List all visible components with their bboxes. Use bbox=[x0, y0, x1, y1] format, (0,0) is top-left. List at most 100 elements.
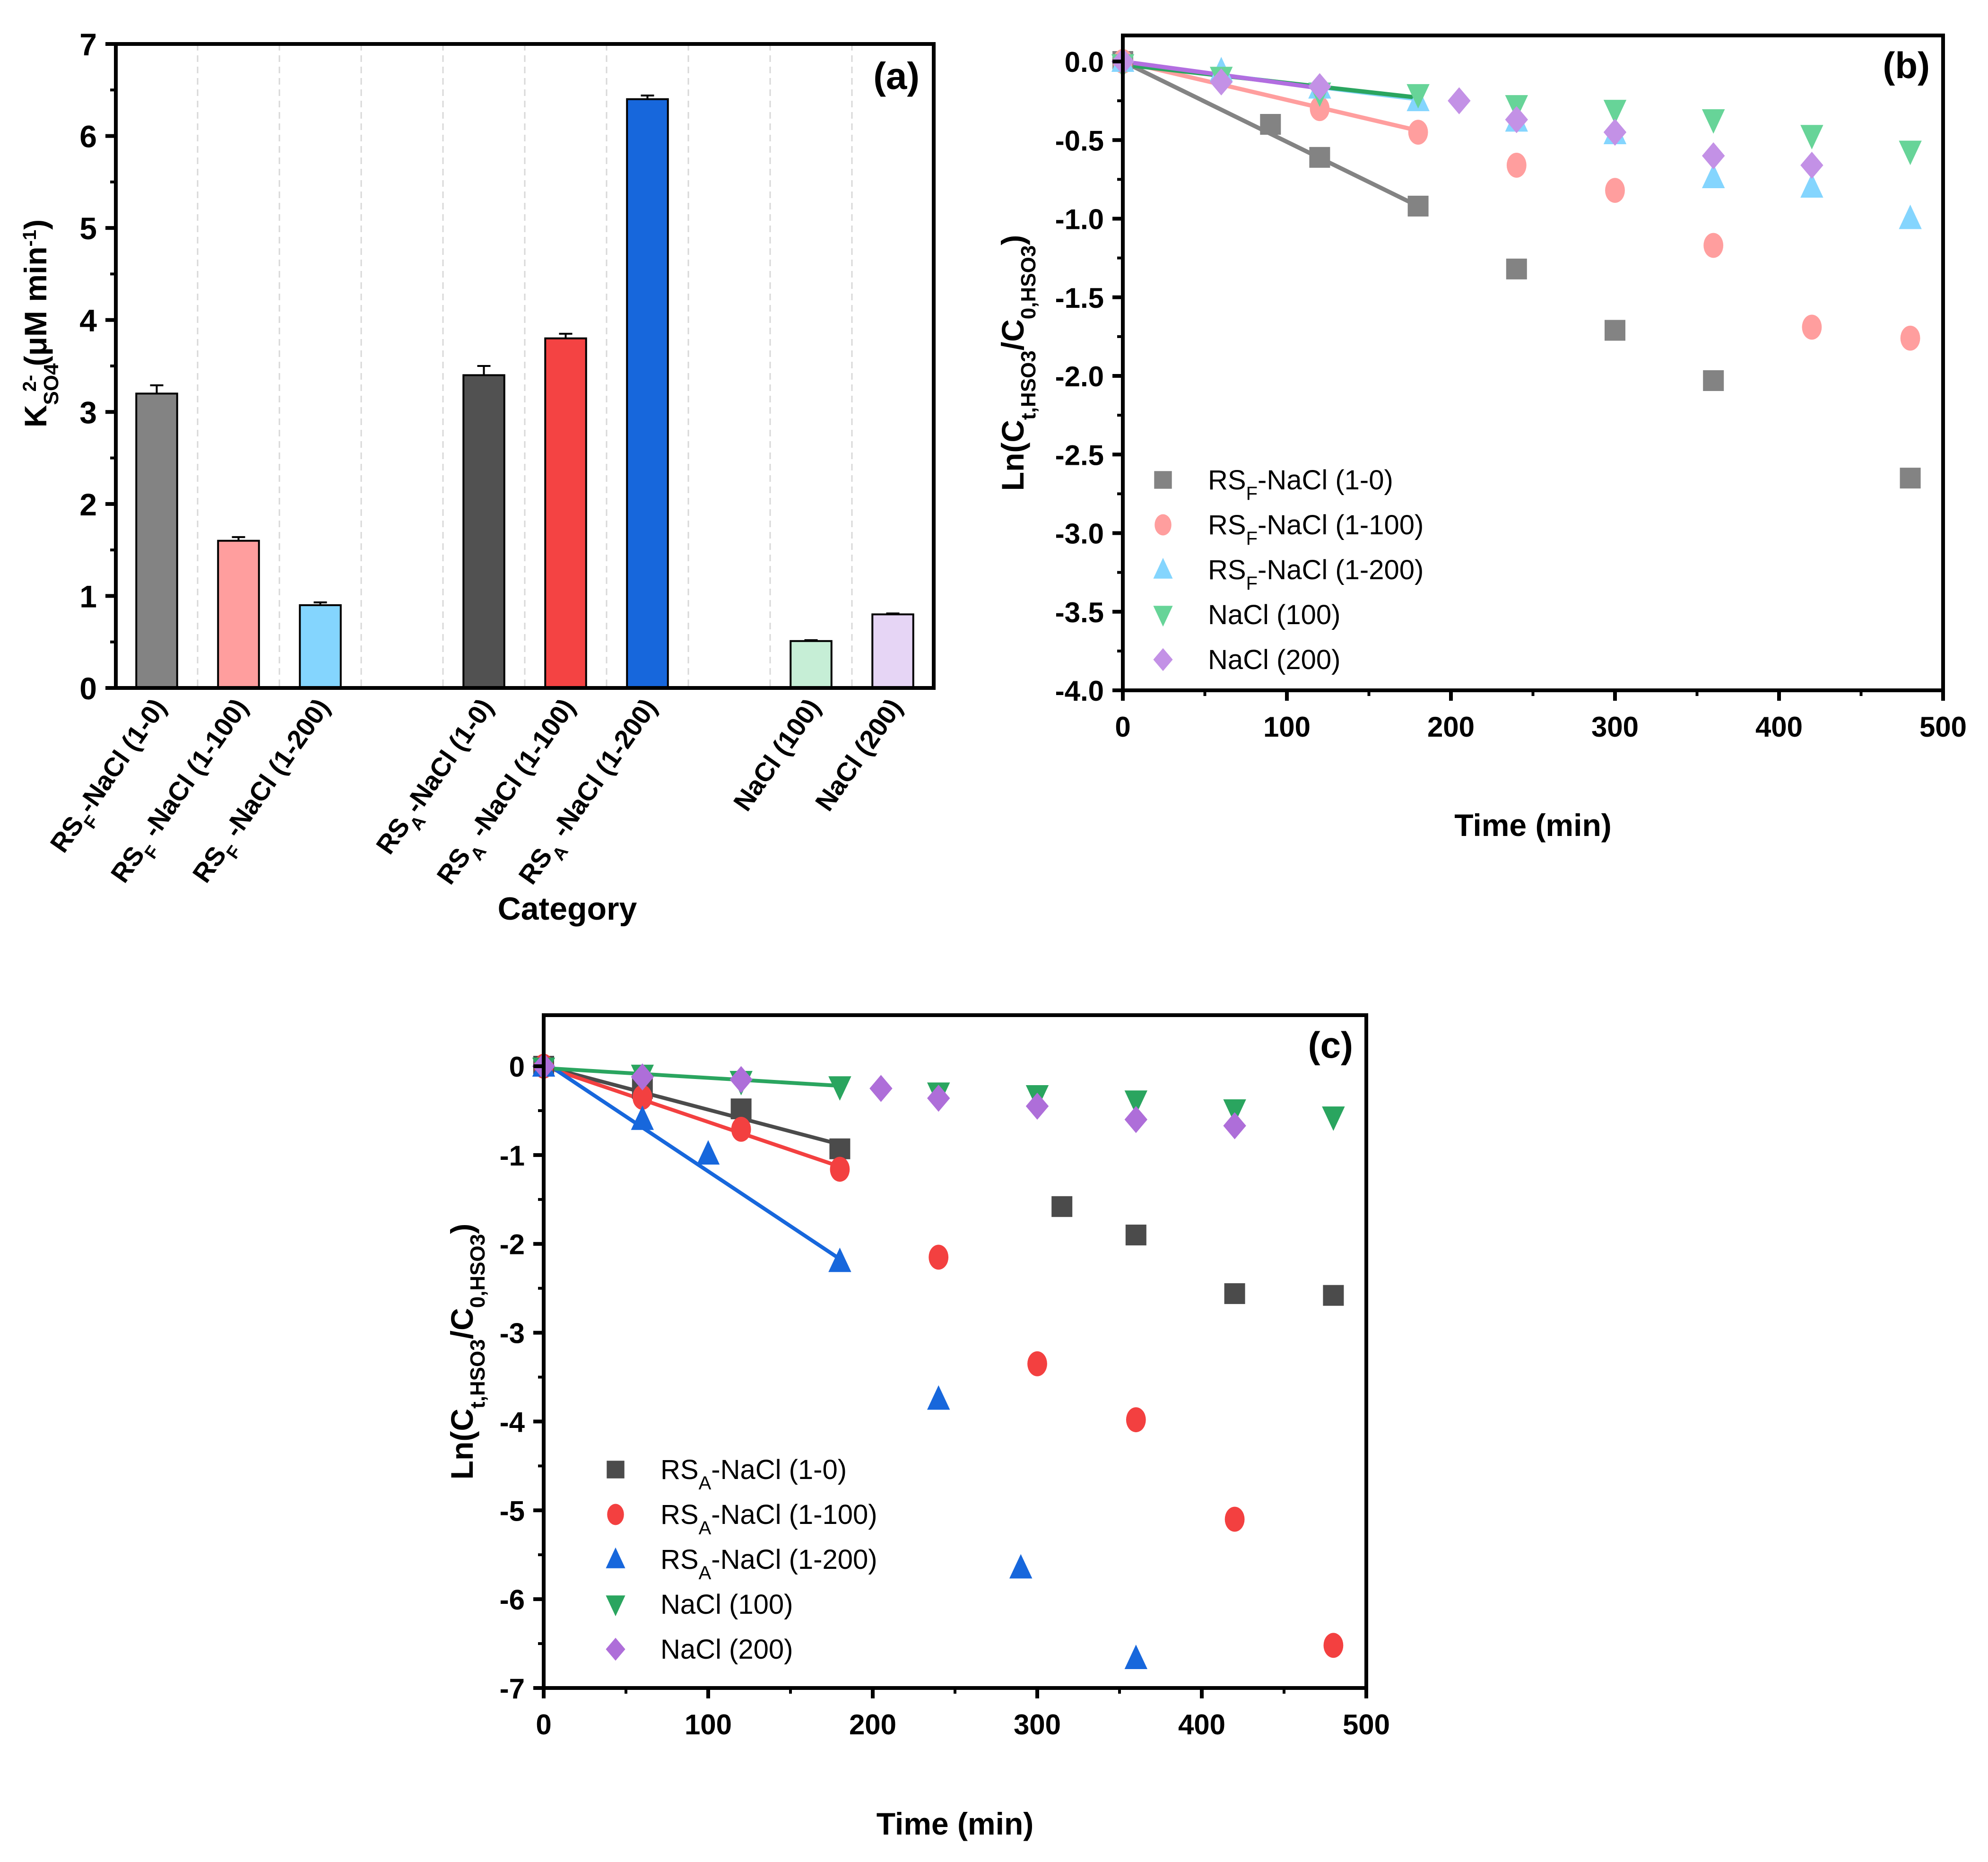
data-point bbox=[1124, 1106, 1147, 1133]
x-tick-label: 300 bbox=[1014, 1709, 1061, 1740]
legend-label: NaCl (100) bbox=[660, 1589, 793, 1620]
y-tick-label: 4 bbox=[79, 303, 97, 338]
legend-label: RSF-NaCl (1-200) bbox=[1208, 555, 1424, 594]
data-point bbox=[1124, 1090, 1147, 1115]
y-axis-title: Ln(Ct,HSO3/C0,HSO3) bbox=[444, 1224, 489, 1479]
data-point bbox=[927, 1385, 950, 1410]
y-tick-label: -2.5 bbox=[1055, 439, 1104, 471]
legend-label: NaCl (200) bbox=[660, 1634, 793, 1665]
data-point bbox=[1603, 100, 1627, 124]
fit-line bbox=[542, 1064, 842, 1147]
legend-label: RSA-NaCl (1-200) bbox=[660, 1544, 877, 1584]
y-tick-label: 0 bbox=[509, 1051, 525, 1083]
data-point bbox=[1322, 1106, 1345, 1131]
legend-label: RSF-NaCl (1-100) bbox=[1208, 510, 1424, 549]
data-point bbox=[730, 1098, 752, 1120]
legend-marker bbox=[606, 1595, 625, 1617]
data-point bbox=[1309, 147, 1330, 168]
panel-label: (a) bbox=[873, 55, 920, 97]
data-point bbox=[929, 1244, 949, 1270]
y-tick-label: -4.0 bbox=[1055, 675, 1104, 707]
data-point bbox=[1505, 106, 1528, 133]
legend-marker bbox=[1155, 514, 1172, 536]
data-point bbox=[1323, 1633, 1344, 1658]
data-point bbox=[1605, 320, 1625, 341]
x-tick-label: 500 bbox=[1343, 1709, 1390, 1740]
data-point bbox=[1702, 142, 1725, 170]
fit-line bbox=[1120, 59, 1421, 133]
y-tick-label: 2 bbox=[79, 487, 97, 522]
x-tick-label: 300 bbox=[1591, 711, 1639, 743]
data-point bbox=[1506, 153, 1527, 178]
data-point bbox=[1703, 370, 1724, 391]
data-point bbox=[1027, 1351, 1047, 1376]
y-tick-label: -3 bbox=[500, 1318, 525, 1349]
y-tick-label: -1.0 bbox=[1055, 204, 1104, 235]
data-point bbox=[1025, 1092, 1049, 1120]
x-tick-label: 200 bbox=[1427, 711, 1475, 743]
legend-label: RSA-NaCl (1-100) bbox=[660, 1499, 877, 1539]
data-point bbox=[829, 1138, 851, 1159]
x-axis-title: Time (min) bbox=[877, 1806, 1033, 1841]
x-tick-label: 500 bbox=[1919, 711, 1967, 743]
data-point bbox=[1224, 1506, 1245, 1532]
y-tick-label: 1 bbox=[79, 579, 97, 614]
data-point bbox=[1800, 125, 1823, 149]
data-point bbox=[1900, 325, 1920, 351]
y-axis-title: Ln(Ct,HSO3/C0,HSO3) bbox=[995, 235, 1040, 491]
x-tick-label: 100 bbox=[1263, 711, 1311, 743]
legend-label: NaCl (100) bbox=[1208, 600, 1340, 630]
fit-line bbox=[542, 1066, 842, 1088]
data-point bbox=[1310, 96, 1330, 122]
y-tick-label: -7 bbox=[500, 1673, 525, 1705]
y-tick-label: -6 bbox=[500, 1584, 525, 1616]
data-point bbox=[696, 1140, 720, 1165]
legend-marker bbox=[1153, 606, 1173, 627]
y-tick-label: -1 bbox=[500, 1140, 525, 1172]
data-point bbox=[828, 1247, 851, 1272]
data-point bbox=[1800, 173, 1823, 198]
y-tick-label: 6 bbox=[79, 119, 97, 154]
data-point bbox=[1702, 164, 1725, 189]
data-point bbox=[729, 1066, 753, 1093]
y-tick-label: 3 bbox=[79, 395, 97, 430]
x-tick-label: 400 bbox=[1178, 1709, 1225, 1740]
y-tick-label: -3.5 bbox=[1055, 597, 1104, 628]
data-point bbox=[731, 1116, 751, 1142]
plot-frame bbox=[542, 1013, 1368, 1690]
data-point bbox=[1702, 109, 1725, 134]
legend-label: NaCl (200) bbox=[1208, 644, 1340, 675]
data-point bbox=[1802, 314, 1822, 340]
data-point bbox=[1051, 1196, 1073, 1217]
x-tick-label: 200 bbox=[849, 1709, 896, 1740]
data-point bbox=[1900, 468, 1921, 489]
data-point bbox=[1308, 73, 1331, 100]
data-point bbox=[830, 1157, 850, 1182]
bar bbox=[299, 604, 342, 689]
legend-marker bbox=[1153, 557, 1173, 579]
data-point bbox=[1800, 151, 1823, 179]
data-point bbox=[1703, 233, 1724, 258]
legend-marker bbox=[606, 1547, 625, 1568]
x-tick-label: 0 bbox=[1115, 711, 1130, 743]
data-point bbox=[1124, 1644, 1147, 1670]
legend-marker bbox=[607, 1504, 624, 1525]
bar bbox=[790, 640, 833, 689]
bar bbox=[544, 337, 587, 689]
data-point bbox=[1260, 114, 1281, 135]
data-point bbox=[631, 1063, 654, 1091]
bar bbox=[462, 374, 505, 689]
y-tick-label: -2.0 bbox=[1055, 361, 1104, 392]
data-point bbox=[1323, 1285, 1344, 1306]
legend-label: RSF-NaCl (1-0) bbox=[1208, 465, 1393, 504]
y-tick-label: -1.5 bbox=[1055, 282, 1104, 314]
y-tick-label: -4 bbox=[500, 1406, 525, 1438]
y-tick-label: 0 bbox=[79, 671, 97, 706]
x-tick-label: 400 bbox=[1755, 711, 1803, 743]
data-point bbox=[1448, 87, 1471, 114]
data-point bbox=[1408, 120, 1428, 145]
data-point bbox=[1210, 68, 1233, 96]
legend-label: RSA-NaCl (1-0) bbox=[660, 1454, 847, 1494]
